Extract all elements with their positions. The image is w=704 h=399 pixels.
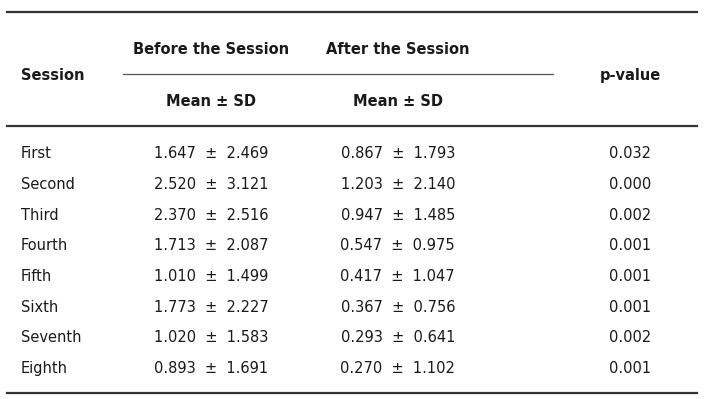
Text: 0.893  ±  1.691: 0.893 ± 1.691: [154, 361, 268, 376]
Text: 1.647  ±  2.469: 1.647 ± 2.469: [154, 146, 268, 161]
Text: 2.520  ±  3.121: 2.520 ± 3.121: [154, 177, 268, 192]
Text: 0.000: 0.000: [609, 177, 651, 192]
Text: 0.001: 0.001: [609, 238, 651, 253]
Text: 0.417  ±  1.047: 0.417 ± 1.047: [341, 269, 455, 284]
Text: Before the Session: Before the Session: [133, 42, 289, 57]
Text: 0.867  ±  1.793: 0.867 ± 1.793: [341, 146, 455, 161]
Text: 1.020  ±  1.583: 1.020 ± 1.583: [154, 330, 268, 346]
Text: Sixth: Sixth: [21, 300, 58, 315]
Text: After the Session: After the Session: [326, 42, 470, 57]
Text: 0.270  ±  1.102: 0.270 ± 1.102: [340, 361, 455, 376]
Text: Mean ± SD: Mean ± SD: [166, 94, 256, 109]
Text: Third: Third: [21, 207, 58, 223]
Text: First: First: [21, 146, 52, 161]
Text: 0.367  ±  0.756: 0.367 ± 0.756: [341, 300, 455, 315]
Text: Eighth: Eighth: [21, 361, 68, 376]
Text: 0.002: 0.002: [609, 330, 651, 346]
Text: 0.001: 0.001: [609, 269, 651, 284]
Text: 0.001: 0.001: [609, 361, 651, 376]
Text: 2.370  ±  2.516: 2.370 ± 2.516: [154, 207, 268, 223]
Text: 0.547  ±  0.975: 0.547 ± 0.975: [341, 238, 455, 253]
Text: Fifth: Fifth: [21, 269, 52, 284]
Text: 0.947  ±  1.485: 0.947 ± 1.485: [341, 207, 455, 223]
Text: 1.203  ±  2.140: 1.203 ± 2.140: [341, 177, 455, 192]
Text: 0.001: 0.001: [609, 300, 651, 315]
Text: 0.032: 0.032: [609, 146, 651, 161]
Text: 0.293  ±  0.641: 0.293 ± 0.641: [341, 330, 455, 346]
Text: Mean ± SD: Mean ± SD: [353, 94, 443, 109]
Text: 1.010  ±  1.499: 1.010 ± 1.499: [154, 269, 268, 284]
Text: 1.773  ±  2.227: 1.773 ± 2.227: [154, 300, 268, 315]
Text: Seventh: Seventh: [21, 330, 82, 346]
Text: 0.002: 0.002: [609, 207, 651, 223]
Text: Session: Session: [21, 68, 84, 83]
Text: 1.713  ±  2.087: 1.713 ± 2.087: [154, 238, 268, 253]
Text: Second: Second: [21, 177, 75, 192]
Text: Fourth: Fourth: [21, 238, 68, 253]
Text: p-value: p-value: [599, 68, 661, 83]
